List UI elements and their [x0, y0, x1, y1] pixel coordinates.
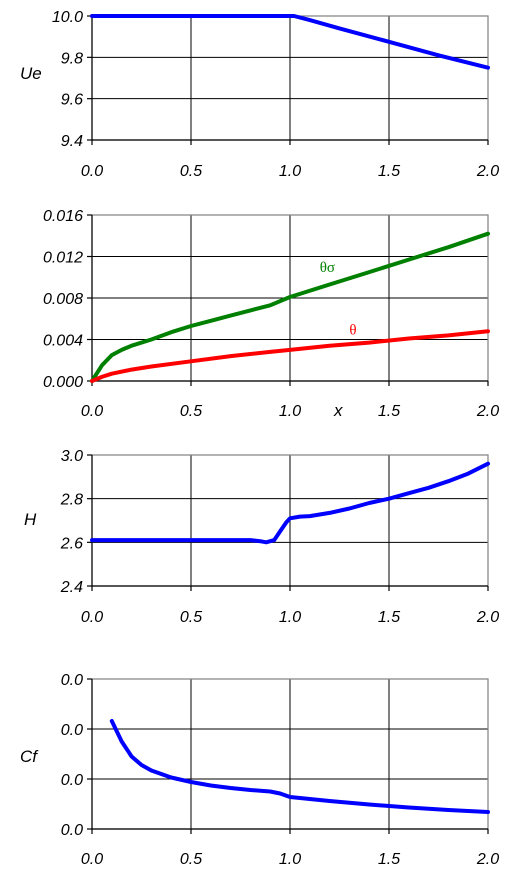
y-tick-label: 0.0	[61, 772, 83, 789]
y-tick-label: 10.0	[52, 9, 83, 26]
x-tick-label: 0.0	[81, 163, 103, 180]
x-tick-label: 0.0	[81, 851, 103, 868]
y-tick-label: 9.6	[61, 92, 83, 109]
x-tick-label: 2.0	[476, 163, 499, 180]
series-line-1	[109, 719, 490, 814]
y-tick-label: 0.012	[43, 250, 83, 267]
x-tick-label: 1.5	[378, 851, 400, 868]
y-tick-label: 0.004	[43, 333, 83, 350]
chart-1: 0.0 0.5 1.0 1.5 2.0 9.4 9.6 9.8 10.0 Ue	[20, 9, 499, 180]
y-tick-label: 2.6	[60, 535, 83, 552]
y-tick-label: 0.000	[43, 374, 83, 391]
x-tick-label: 0.0	[81, 403, 103, 420]
series-line-2	[90, 329, 490, 383]
x-tick-label: 1.0	[279, 403, 301, 420]
x-tick-label: 1.0	[279, 609, 301, 626]
series-line-1	[90, 14, 490, 70]
y-axis-label: H	[24, 510, 37, 529]
x-tick-label: 0.5	[180, 403, 202, 420]
y-tick-label: 0.0	[61, 722, 83, 739]
chart-4: 0.0 0.5 1.0 1.5 2.0 0.0 0.0 0.0 0.0 Cf	[20, 672, 499, 868]
series-line-1	[90, 461, 490, 545]
series-annotation: θ	[349, 322, 356, 338]
y-tick-label: 0.016	[43, 208, 83, 225]
chart-2: 0.0 0.5 1.0 1.5 2.0 0.000 0.004 0.008 0.012 0.016…	[43, 208, 499, 420]
y-tick-label: 0.008	[43, 291, 83, 308]
y-tick-label: 2.8	[60, 492, 83, 509]
x-tick-label: 2.0	[476, 851, 499, 868]
x-tick-label: 0.5	[180, 163, 202, 180]
x-tick-label: 1.0	[279, 851, 301, 868]
y-axis-label: Ue	[20, 64, 42, 83]
y-tick-label: 2.4	[60, 579, 83, 596]
series-line-1	[90, 231, 490, 383]
chart-3: 0.0 0.5 1.0 1.5 2.0 2.4 2.6 2.8 3.0 H	[24, 448, 499, 626]
x-tick-label: 0.5	[180, 609, 202, 626]
y-tick-label: 9.8	[61, 50, 83, 67]
x-tick-label: 1.5	[378, 163, 400, 180]
series-annotation: θσ	[320, 260, 335, 276]
x-tick-label: 0.0	[81, 609, 103, 626]
x-tick-label: 2.0	[476, 403, 499, 420]
x-tick-label: 1.0	[279, 163, 301, 180]
x-tick-label: 2.0	[476, 609, 499, 626]
x-tick-label: 0.5	[180, 851, 202, 868]
x-tick-label: 1.5	[378, 403, 400, 420]
y-tick-label: 0.0	[61, 822, 83, 839]
x-tick-label: 1.5	[378, 609, 400, 626]
y-axis-label: Cf	[20, 747, 39, 766]
y-tick-label: 9.4	[61, 133, 83, 150]
y-tick-label: 3.0	[61, 448, 83, 465]
y-tick-label: 0.0	[61, 672, 83, 689]
x-axis-label: x	[333, 401, 343, 420]
